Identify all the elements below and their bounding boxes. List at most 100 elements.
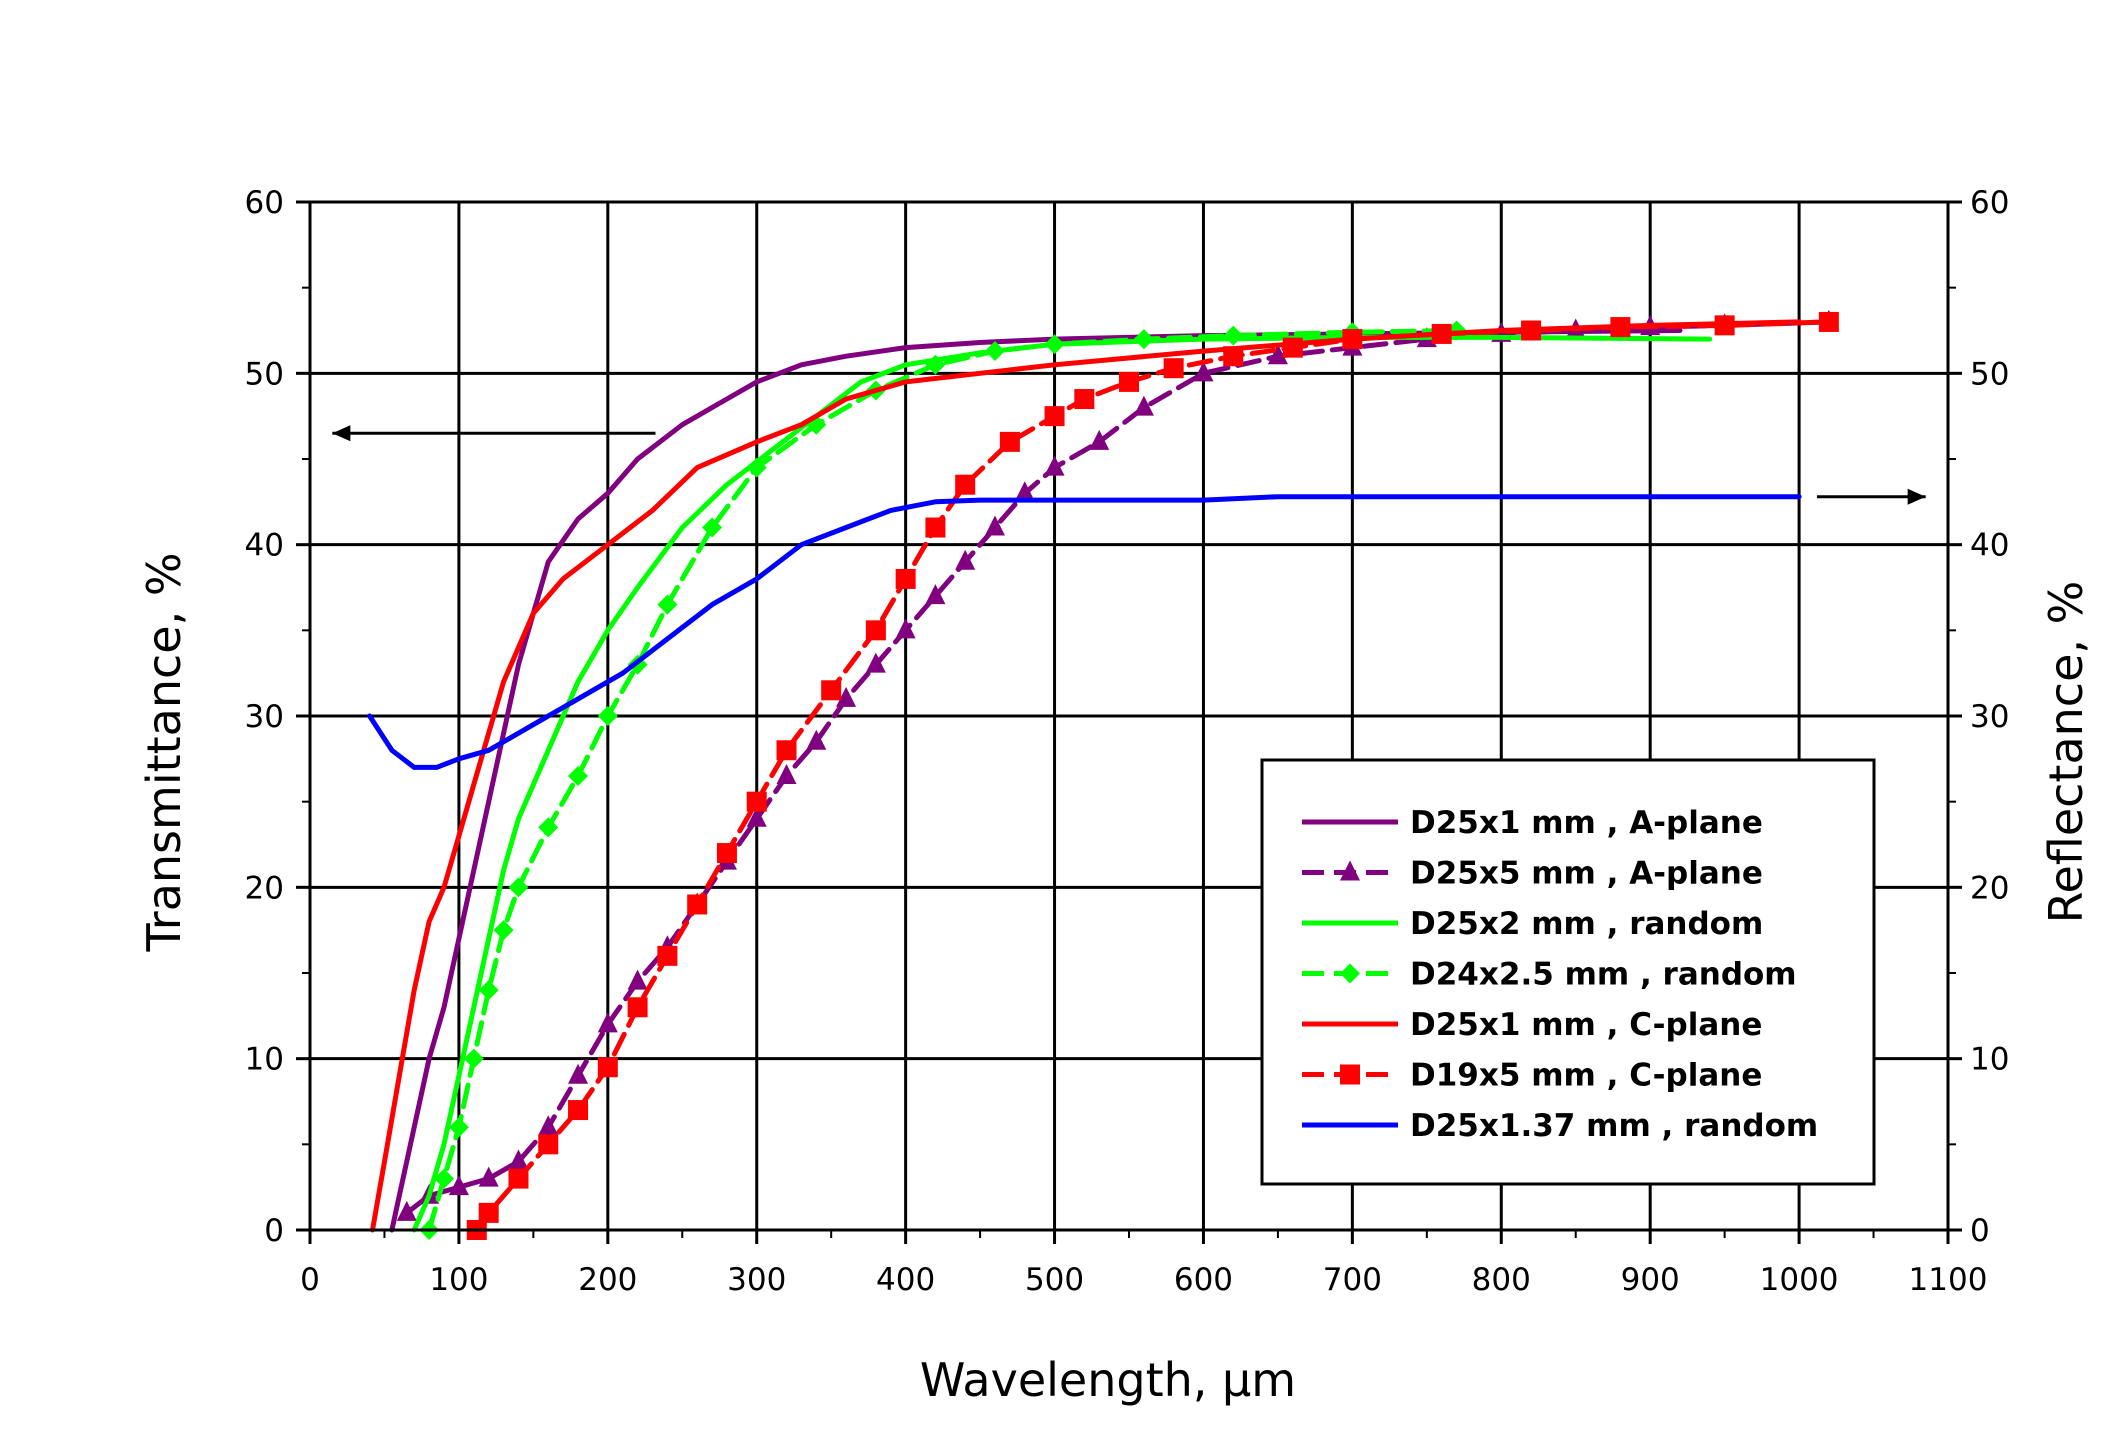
data-point-diamond — [1223, 325, 1244, 346]
y-axis-title: Transmittance, % — [137, 552, 191, 952]
data-point-triangle — [396, 1200, 417, 1221]
legend-label: D25x1 mm , A-plane — [1410, 805, 1763, 841]
data-point-square — [821, 680, 842, 701]
y-right-tick-label: 0 — [1970, 1213, 1990, 1249]
data-point-square — [508, 1168, 529, 1189]
series-line — [389, 328, 1683, 1233]
legend: D25x1 mm , A-plane D25x5 mm , A-plane D25x… — [1260, 758, 1876, 1186]
data-point-diamond — [538, 817, 559, 838]
data-point-square — [478, 1202, 499, 1223]
axis-arrow-head — [1907, 488, 1926, 505]
y-tick-label: 10 — [245, 1042, 284, 1078]
data-point-diamond — [1133, 329, 1154, 350]
y-tick-label: 30 — [245, 699, 284, 735]
data-point-diamond — [493, 920, 514, 941]
data-point-triangle — [508, 1149, 529, 1170]
data-point-square — [1342, 329, 1363, 350]
data-point-square — [1223, 346, 1244, 367]
data-point-diamond — [508, 877, 529, 898]
data-point-diamond — [597, 706, 618, 726]
series-4 — [419, 320, 1467, 1240]
data-point-square — [955, 474, 976, 495]
x-axis-title: Wavelength, μm — [920, 1353, 1296, 1407]
data-point-diamond — [434, 1168, 455, 1189]
legend-item: D19x5 mm , C-plane — [1302, 1058, 1762, 1094]
legend-label: D25x5 mm , A-plane — [1410, 856, 1763, 892]
data-point-triangle — [1133, 395, 1154, 416]
data-point-square — [1340, 1064, 1360, 1085]
legend-item: D25x1.37 mm , random — [1302, 1108, 1818, 1144]
data-point-triangle — [895, 618, 916, 639]
y-right-tick-label: 40 — [1970, 528, 2009, 564]
data-point-triangle — [776, 763, 797, 784]
y-tick-label: 60 — [245, 185, 284, 221]
data-point-diamond — [984, 341, 1005, 362]
y-right-tick-label: 60 — [1970, 185, 2009, 221]
x-tick-label: 400 — [876, 1262, 935, 1298]
data-point-square — [1282, 337, 1303, 358]
data-point-diamond — [746, 457, 767, 478]
legend-item: D24x2.5 mm , random — [1302, 957, 1797, 993]
data-point-triangle — [597, 1012, 618, 1033]
data-point-triangle — [1267, 344, 1288, 365]
series-1 — [389, 328, 1683, 1233]
data-point-triangle — [568, 1063, 589, 1084]
data-point-triangle — [984, 515, 1005, 536]
data-point-diamond — [1340, 963, 1360, 984]
legend-label: D24x2.5 mm , random — [1410, 957, 1797, 993]
x-tick-label: 1100 — [1909, 1262, 1988, 1298]
data-point-triangle — [448, 1175, 469, 1196]
data-point-triangle — [1014, 481, 1035, 502]
data-point-triangle — [1044, 455, 1065, 476]
series-line — [370, 319, 1802, 1233]
legend-box — [1260, 758, 1876, 1186]
x-tick-label: 600 — [1174, 1262, 1233, 1298]
data-point-triangle — [478, 1166, 499, 1187]
data-point-diamond — [478, 980, 499, 1001]
data-point-square — [925, 517, 946, 538]
x-tick-label: 900 — [1621, 1262, 1680, 1298]
data-point-triangle — [538, 1115, 559, 1136]
data-point-square — [895, 568, 916, 589]
data-point-square — [597, 1057, 618, 1078]
y-axis-right-title: Reflectance, % — [2039, 581, 2093, 924]
data-point-triangle — [746, 806, 767, 827]
axis-arrow-head — [332, 425, 351, 442]
data-point-diamond — [448, 1117, 469, 1138]
data-point-square — [538, 1134, 559, 1155]
series-5 — [370, 319, 1802, 1233]
data-point-triangle — [836, 686, 857, 707]
x-tick-label: 1000 — [1760, 1262, 1839, 1298]
x-tick-label: 200 — [578, 1262, 637, 1298]
data-point-square — [1431, 323, 1452, 344]
x-tick-label: 0 — [300, 1262, 320, 1298]
data-point-square — [657, 945, 678, 966]
data-point-diamond — [657, 594, 678, 615]
data-point-square — [746, 791, 767, 812]
data-point-triangle — [1340, 860, 1360, 881]
series-6 — [466, 311, 1839, 1240]
data-point-square — [1818, 311, 1839, 332]
y-right-tick-label: 50 — [1970, 356, 2009, 392]
legend-label: D25x1 mm , C-plane — [1410, 1007, 1762, 1043]
y-right-tick-label: 10 — [1970, 1042, 2009, 1078]
data-point-diamond — [463, 1048, 484, 1069]
data-point-triangle — [955, 549, 976, 570]
data-point-square — [1044, 406, 1065, 427]
data-point-triangle — [1089, 429, 1110, 450]
y-tick-label: 40 — [245, 528, 284, 564]
data-point-square — [1074, 389, 1095, 410]
y-right-tick-label: 30 — [1970, 699, 2009, 735]
data-point-square — [716, 843, 737, 864]
x-tick-label: 500 — [1025, 1262, 1084, 1298]
series-line — [367, 494, 1802, 770]
legend-item: D25x1 mm , A-plane — [1302, 805, 1763, 841]
data-point-square — [627, 997, 648, 1018]
x-tick-label: 700 — [1323, 1262, 1382, 1298]
data-point-triangle — [865, 652, 886, 673]
data-point-square — [568, 1100, 589, 1121]
data-point-triangle — [1193, 361, 1214, 382]
y-tick-label: 20 — [245, 870, 284, 906]
